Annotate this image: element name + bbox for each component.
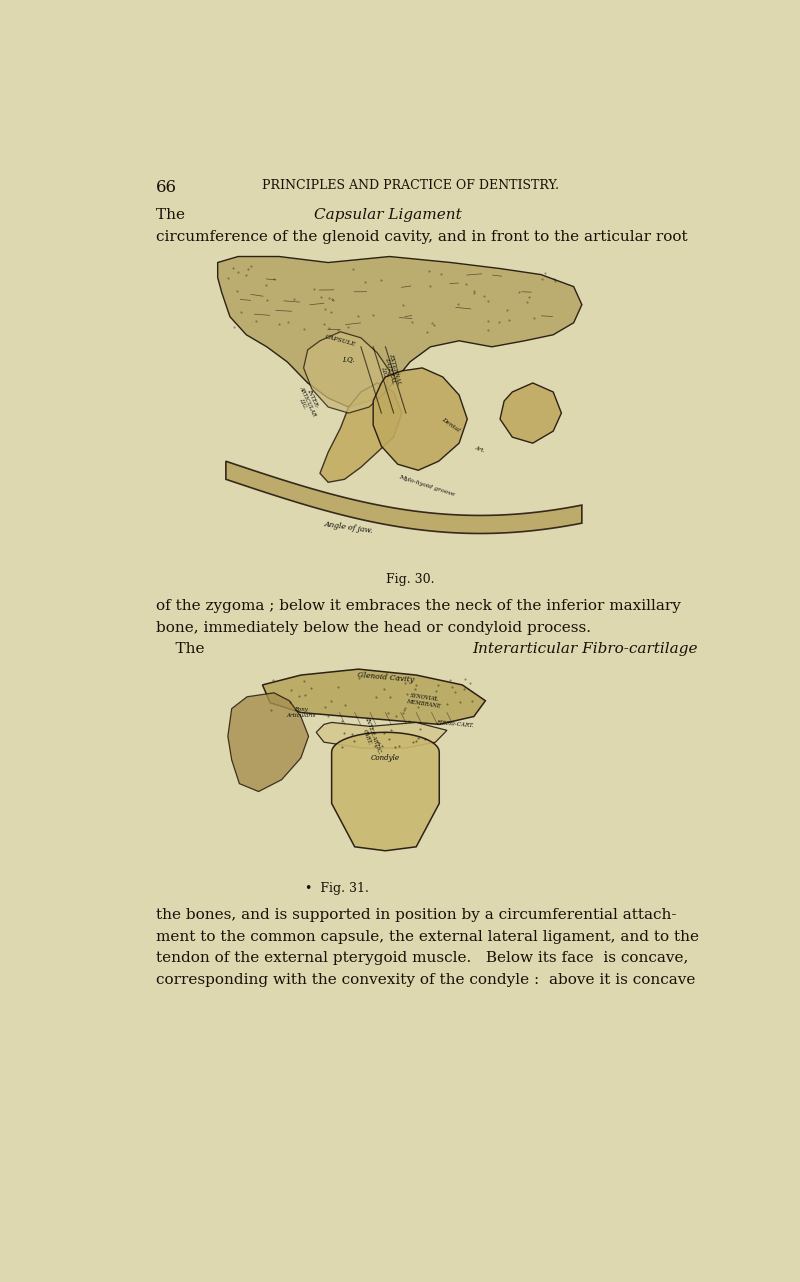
Text: •  Fig. 31.: • Fig. 31.: [305, 882, 369, 895]
Text: the bones, and is supported in position by a circumferential attach-: the bones, and is supported in position …: [156, 908, 676, 922]
Polygon shape: [320, 383, 402, 482]
Text: INTER-
ARTICULAR
LIG.: INTER- ARTICULAR LIG.: [294, 382, 322, 419]
Text: of the zygoma ; below it embraces the neck of the inferior maxillary: of the zygoma ; below it embraces the ne…: [156, 599, 681, 613]
Polygon shape: [228, 692, 309, 791]
Text: Mylo-hyoid groove: Mylo-hyoid groove: [398, 474, 455, 497]
Text: INTER.ARTIC.
CART.: INTER.ARTIC. CART.: [358, 717, 382, 756]
Text: tendon of the external pterygoid muscle.   Below its face  is concave,: tendon of the external pterygoid muscle.…: [156, 951, 688, 965]
Polygon shape: [500, 383, 562, 444]
Text: Capsular Ligament: Capsular Ligament: [314, 208, 462, 222]
Polygon shape: [262, 669, 486, 724]
Polygon shape: [226, 462, 582, 533]
Text: Glenoid Cavity: Glenoid Cavity: [357, 670, 414, 683]
Text: ment to the common capsule, the external lateral ligament, and to the: ment to the common capsule, the external…: [156, 929, 699, 944]
Text: The: The: [156, 208, 190, 222]
Text: bone, immediately below the head or condyloid process.: bone, immediately below the head or cond…: [156, 620, 590, 635]
Text: The: The: [156, 642, 209, 656]
Text: Angle of jaw.: Angle of jaw.: [324, 520, 374, 535]
Polygon shape: [373, 368, 467, 470]
Text: PRINCIPLES AND PRACTICE OF DENTISTRY.: PRINCIPLES AND PRACTICE OF DENTISTRY.: [262, 178, 558, 191]
Text: Fig. 30.: Fig. 30.: [386, 573, 434, 586]
Polygon shape: [304, 332, 390, 413]
Text: SYNOVIAL
MEMBRANE: SYNOVIAL MEMBRANE: [406, 694, 442, 709]
Text: corresponding with the convexity of the condyle :  above it is concave: corresponding with the convexity of the …: [156, 973, 695, 987]
Text: EXTERNAL
LATERAL
LIG.: EXTERNAL LATERAL LIG.: [378, 354, 402, 388]
Text: circumference of the glenoid cavity, and in front to the articular root: circumference of the glenoid cavity, and…: [156, 229, 687, 244]
Text: Condyle: Condyle: [371, 754, 400, 762]
Polygon shape: [316, 723, 447, 749]
Text: I.Q.: I.Q.: [342, 355, 355, 363]
Polygon shape: [332, 732, 439, 851]
Polygon shape: [218, 256, 582, 408]
Text: CAPSULE: CAPSULE: [325, 335, 357, 347]
Text: FIBRO-CART.: FIBRO-CART.: [436, 720, 474, 728]
Text: Art.: Art.: [474, 445, 486, 454]
Text: 66: 66: [156, 178, 177, 196]
Text: Interarticular Fibro-cartilage: Interarticular Fibro-cartilage: [472, 642, 698, 656]
Text: Bony
Articularis: Bony Articularis: [286, 708, 316, 718]
Text: Dental: Dental: [441, 417, 461, 433]
